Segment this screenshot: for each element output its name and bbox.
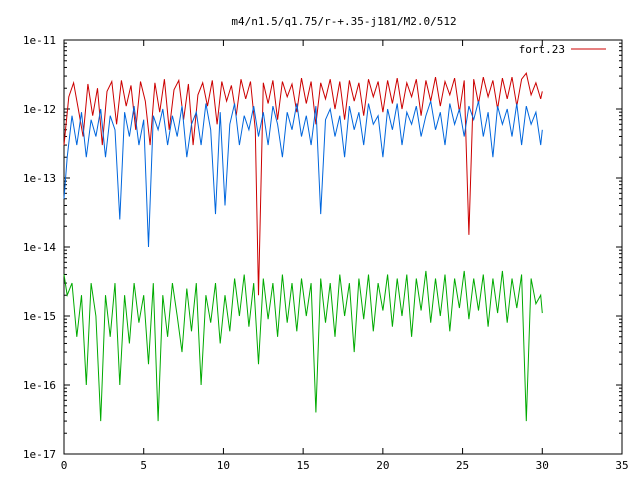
series-line-1: [63, 100, 543, 248]
x-tick-label: 25: [456, 459, 469, 472]
y-tick-label: 1e-14: [23, 241, 56, 254]
plot-frame: [63, 39, 623, 455]
legend-label: fort.23: [519, 43, 565, 56]
x-tick-label: 5: [140, 459, 147, 472]
y-tick-label: 1e-12: [23, 103, 56, 116]
x-tick-label: 10: [217, 459, 230, 472]
axes: 0 5 10 15 20 25 30 35 1e-17 1e-16 1e-15 1e-14 1e-13 1…: [23, 34, 629, 472]
series-line-0: [63, 72, 543, 296]
y-tick-label: 1e-13: [23, 172, 56, 185]
x-tick-label: 20: [376, 459, 389, 472]
y-tick-label: 1e-11: [23, 34, 56, 47]
series-layer: [63, 72, 543, 422]
chart-title: m4/n1.5/q1.75/r-+.35-j181/M2.0/512: [231, 15, 456, 28]
y-tick-label: 1e-17: [23, 448, 56, 461]
x-tick-label: 0: [61, 459, 68, 472]
x-tick-label: 15: [297, 459, 310, 472]
x-tick-label: 30: [536, 459, 549, 472]
legend: fort.23: [519, 43, 606, 56]
series-line-2: [63, 270, 543, 422]
y-tick-label: 1e-16: [23, 379, 56, 392]
x-tick-label: 35: [615, 459, 628, 472]
y-tick-label: 1e-15: [23, 310, 56, 323]
